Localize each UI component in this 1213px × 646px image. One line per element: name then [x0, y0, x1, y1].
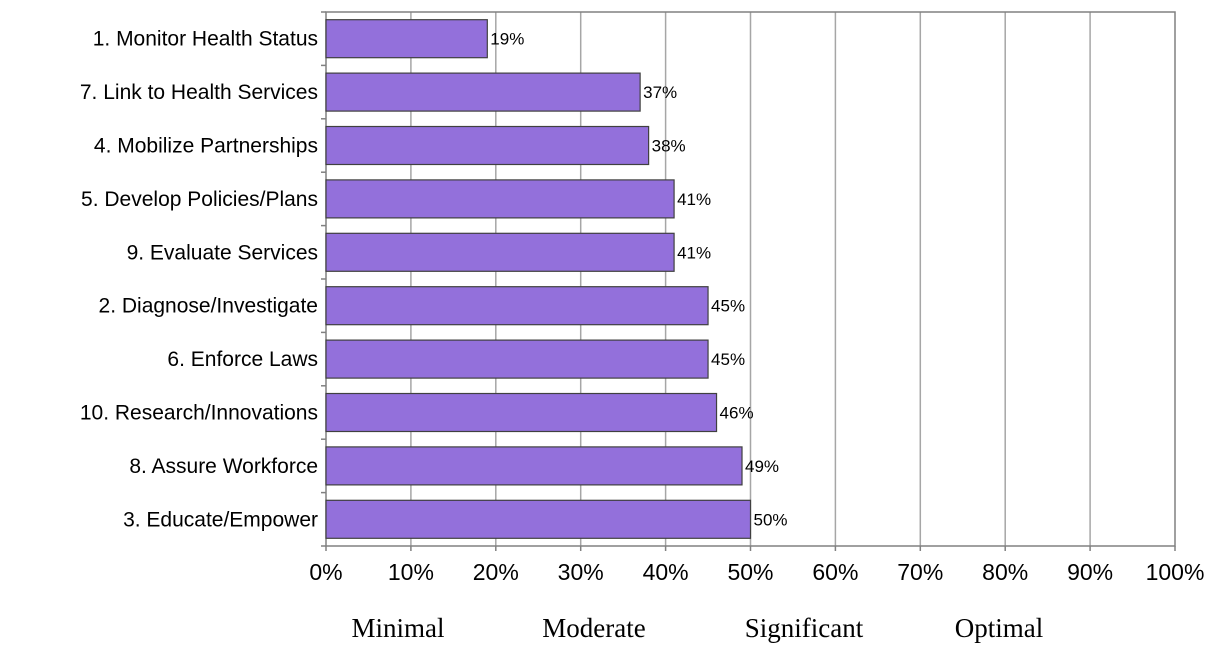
category-label: 6. Enforce Laws [167, 348, 318, 371]
x-tick-label: 70% [897, 559, 943, 585]
data-label: 41% [677, 190, 711, 209]
x-tick-label: 30% [558, 559, 604, 585]
bar [325, 232, 675, 272]
bar [325, 286, 709, 326]
x-tick-label: 60% [812, 559, 858, 585]
data-label: 41% [677, 243, 711, 262]
category-label: 9. Evaluate Services [127, 241, 318, 264]
data-label: 38% [652, 137, 686, 156]
category-label: 3. Educate/Empower [123, 508, 318, 531]
category-label: 5. Develop Policies/Plans [81, 188, 318, 211]
x-tick-label: 40% [643, 559, 689, 585]
data-label: 19% [490, 30, 524, 49]
x-tick-label: 90% [1067, 559, 1113, 585]
bar [325, 19, 488, 59]
data-label: 45% [711, 350, 745, 369]
band-label: Significant [745, 613, 864, 643]
bar [325, 499, 752, 539]
x-tick-label: 0% [309, 559, 342, 585]
category-label: 1. Monitor Health Status [93, 28, 318, 51]
category-label: 7. Link to Health Services [80, 81, 318, 104]
band-label: Moderate [542, 613, 645, 643]
data-label: 45% [711, 297, 745, 316]
data-label: 46% [720, 404, 754, 423]
bar [325, 392, 718, 433]
category-label: 8. Assure Workforce [129, 455, 318, 478]
bar [325, 446, 743, 486]
category-label: 4. Mobilize Partnerships [94, 135, 318, 158]
data-label: 37% [643, 83, 677, 102]
category-label: 10. Research/Innovations [80, 402, 318, 425]
x-tick-label: 80% [982, 559, 1028, 585]
bar [325, 179, 675, 219]
category-label: 2. Diagnose/Investigate [99, 295, 318, 318]
data-label: 50% [754, 510, 788, 529]
bar [325, 72, 641, 112]
x-tick-label: 10% [388, 559, 434, 585]
band-label: Optimal [955, 613, 1044, 643]
bar [325, 125, 650, 166]
x-tick-label: 50% [727, 559, 773, 585]
band-label: Minimal [352, 613, 445, 643]
data-label: 49% [745, 457, 779, 476]
bar [325, 339, 709, 379]
x-tick-label: 100% [1146, 559, 1205, 585]
x-tick-label: 20% [473, 559, 519, 585]
